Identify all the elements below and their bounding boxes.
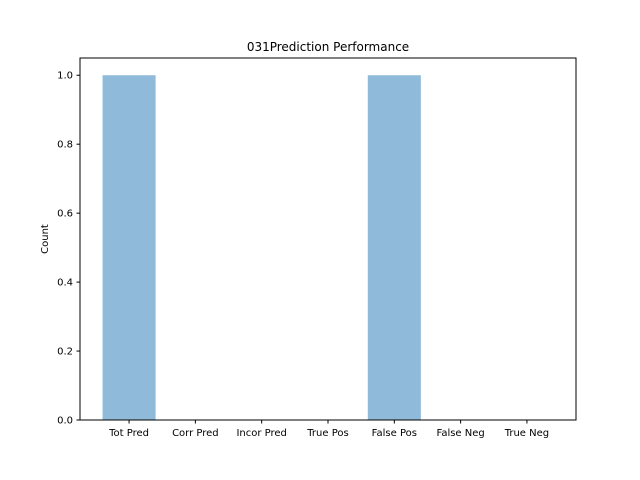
x-tick-label: True Neg	[504, 428, 549, 439]
y-tick-label: 1.0	[57, 71, 73, 82]
y-tick-label: 0.8	[57, 140, 73, 151]
x-tick-label: Incor Pred	[236, 428, 286, 439]
chart-title: 031Prediction Performance	[247, 40, 409, 54]
x-tick-label: Corr Pred	[172, 428, 219, 439]
x-tick-label: False Neg	[436, 428, 484, 439]
y-tick-label: 0.4	[57, 278, 73, 289]
x-axis: Tot Pred Corr Pred Incor Pred True Pos False…	[108, 420, 549, 439]
y-tick-label: 0.6	[57, 209, 73, 220]
y-axis: 0.0 0.2 0.4 0.6 0.8 1.0	[57, 71, 80, 427]
y-axis-label: Count	[40, 224, 51, 254]
x-tick-label: Tot Pred	[108, 428, 149, 439]
bars-layer	[102, 75, 421, 420]
bar-false-pos	[367, 75, 421, 420]
y-tick-label: 0.2	[57, 347, 73, 358]
x-tick-label: True Pos	[306, 428, 348, 439]
bar-tot-pred	[102, 75, 156, 420]
y-tick-label: 0.0	[57, 416, 73, 427]
x-tick-label: False Pos	[372, 428, 417, 439]
